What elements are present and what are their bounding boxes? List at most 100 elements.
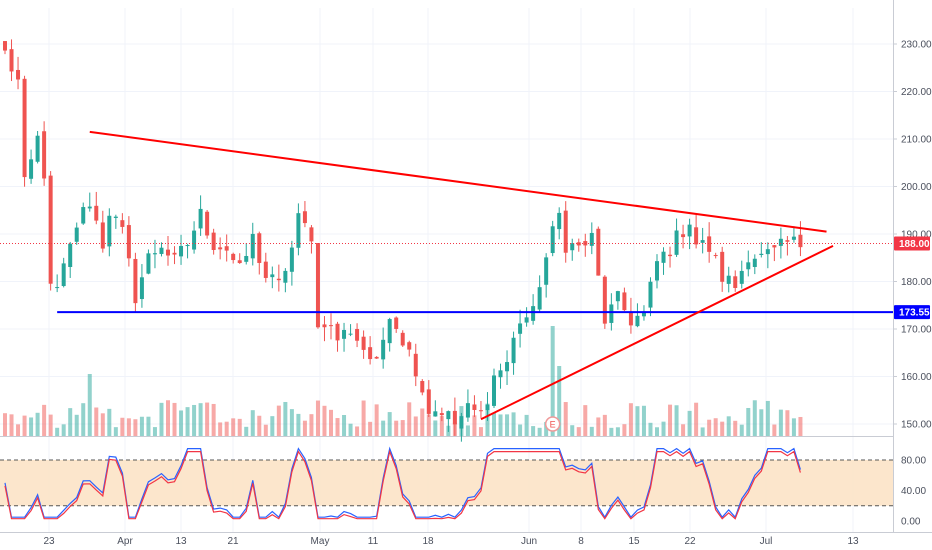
candle-body: [570, 243, 575, 251]
volume-bar: [315, 400, 320, 436]
candle: [505, 350, 510, 385]
price-tick-label: 210.00: [901, 135, 932, 146]
price-axis-bg: [893, 0, 932, 550]
candle-body: [68, 243, 73, 267]
candle-body: [785, 240, 790, 242]
candle: [3, 40, 7, 55]
candle: [283, 268, 288, 293]
candle: [583, 233, 588, 257]
candle: [472, 395, 477, 417]
volume-bar: [589, 426, 594, 436]
volume-bar: [446, 425, 451, 436]
candle-body: [55, 287, 60, 289]
candle-body: [120, 220, 125, 227]
candle-body: [439, 413, 444, 416]
volume-bar: [439, 416, 444, 436]
candle: [81, 202, 86, 225]
candle-body: [133, 258, 138, 304]
time-tick-label: Jul: [760, 536, 773, 547]
candle: [492, 368, 496, 408]
candle-body: [765, 249, 770, 255]
candle-body: [628, 311, 633, 326]
candle: [518, 309, 523, 348]
candle: [205, 210, 210, 239]
volume-bar: [113, 427, 118, 436]
candle: [602, 275, 607, 329]
price-tick-label: 190.00: [901, 230, 932, 241]
volume-bar: [322, 405, 327, 436]
candle: [700, 227, 705, 254]
candle-body: [557, 212, 562, 230]
volume-bar: [22, 415, 27, 436]
candle-body: [35, 135, 40, 162]
volume-bar: [778, 409, 783, 436]
candle-body: [544, 257, 549, 285]
candle-body: [589, 232, 594, 246]
candle-body: [433, 411, 438, 417]
volume-bar: [674, 405, 679, 436]
volume-bar: [139, 416, 144, 436]
candle: [152, 239, 157, 269]
candle-body: [81, 207, 86, 224]
event-label: E: [550, 420, 556, 430]
volume-bar: [100, 413, 105, 436]
volume-bar: [42, 404, 47, 436]
candle: [139, 264, 144, 308]
candle: [68, 241, 73, 278]
volume-bar: [570, 425, 575, 436]
candle-body: [342, 329, 347, 339]
candle-body: [407, 342, 412, 350]
volume-bar: [557, 366, 562, 436]
candle-body: [537, 287, 542, 310]
volume-bar: [159, 402, 164, 436]
candle-body: [518, 323, 523, 334]
volume-bar: [309, 414, 314, 436]
trendline-lower: [480, 244, 834, 421]
candle: [720, 246, 725, 292]
candle-body: [420, 381, 425, 393]
candle-body: [172, 252, 177, 255]
candle: [713, 252, 718, 259]
support-badge-bg: [894, 305, 930, 320]
candle-body: [3, 41, 7, 51]
volume-bar: [35, 412, 40, 436]
time-tick-label: May: [311, 536, 330, 547]
candle: [563, 201, 568, 263]
candle: [166, 236, 170, 266]
price-tick-label: 230.00: [901, 40, 932, 51]
candle-body: [179, 245, 184, 257]
candle-body: [681, 234, 686, 238]
candle: [250, 222, 255, 266]
volume-bar: [205, 402, 210, 436]
candle: [394, 316, 399, 333]
candle-body: [550, 226, 555, 254]
candle: [120, 213, 125, 234]
time-tick-label: Jun: [521, 536, 537, 547]
candle: [296, 203, 301, 256]
candle: [498, 363, 503, 389]
candle: [74, 222, 79, 245]
candle-body: [505, 362, 510, 372]
candle: [622, 287, 627, 312]
candle: [315, 242, 320, 329]
stochastic-tick-label: 80.00: [901, 456, 926, 467]
candle: [126, 216, 131, 267]
candle-body: [224, 246, 229, 251]
candle-body: [218, 247, 223, 250]
candle-body: [641, 311, 646, 317]
candle: [387, 317, 392, 352]
candle-body: [746, 262, 751, 270]
price-tick-label: 180.00: [901, 277, 932, 288]
candle: [172, 246, 177, 265]
candle: [557, 207, 562, 240]
volume-bar: [433, 420, 438, 436]
volume-bar: [544, 422, 549, 436]
candle: [211, 228, 216, 255]
candle-body: [250, 233, 255, 259]
candle-body: [94, 205, 99, 221]
candle-body: [413, 353, 418, 377]
candle-body: [185, 245, 190, 247]
candle: [752, 254, 757, 275]
volume-bar: [609, 427, 614, 436]
